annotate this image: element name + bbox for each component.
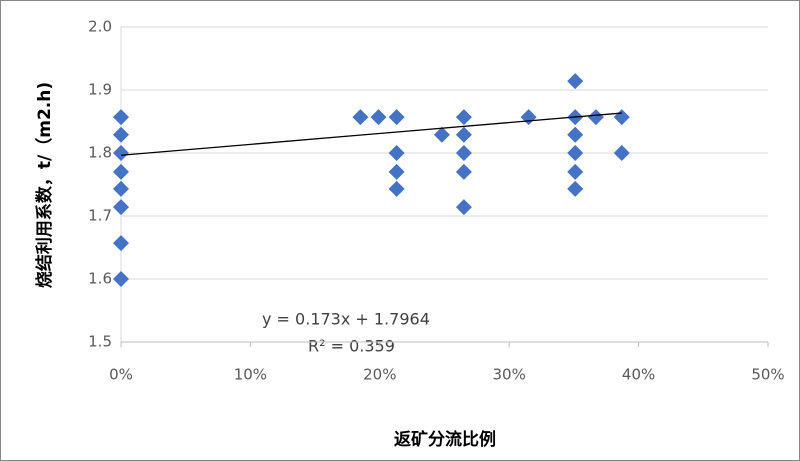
point <box>113 109 129 126</box>
r-squared: R² = 0.359 <box>308 337 395 356</box>
point <box>567 126 584 143</box>
point <box>613 145 630 161</box>
trend-equation: y = 0.173x + 1.7964 <box>262 310 430 329</box>
point <box>455 145 472 161</box>
point <box>455 126 472 143</box>
x-tick-label: 10% <box>234 366 267 384</box>
point <box>113 180 129 197</box>
y-tick-label: 1.7 <box>88 207 112 225</box>
point <box>455 109 472 126</box>
point <box>370 109 387 126</box>
point <box>388 145 405 161</box>
y-tick-label: 1.5 <box>88 333 112 351</box>
point <box>352 109 369 126</box>
point <box>567 163 584 180</box>
point <box>113 145 129 161</box>
point <box>388 109 405 126</box>
point <box>113 199 129 216</box>
x-tick-label: 20% <box>363 366 396 384</box>
y-tick-label: 1.6 <box>88 270 112 288</box>
point <box>113 235 129 252</box>
y-tick-label: 1.9 <box>88 81 112 99</box>
x-tick-label: 40% <box>622 366 655 384</box>
point <box>388 163 405 180</box>
point <box>455 199 472 216</box>
x-tick-label: 0% <box>109 366 133 384</box>
point <box>455 163 472 180</box>
point <box>567 73 584 90</box>
trendline <box>120 112 622 156</box>
point <box>433 126 450 143</box>
point <box>567 180 584 197</box>
point <box>587 109 604 126</box>
x-tick-label: 50% <box>751 366 784 384</box>
y-tick-label: 1.8 <box>88 144 112 162</box>
point <box>113 271 129 287</box>
point <box>113 163 129 180</box>
x-axis-title: 返矿分流比例 <box>394 429 496 450</box>
x-tick-label: 30% <box>493 366 526 384</box>
point <box>113 126 129 143</box>
point <box>567 145 584 161</box>
y-tick-label: 2.0 <box>88 18 112 36</box>
point <box>388 180 405 197</box>
y-axis-title: 烧结利用系数，t/（m2.h) <box>34 82 55 288</box>
